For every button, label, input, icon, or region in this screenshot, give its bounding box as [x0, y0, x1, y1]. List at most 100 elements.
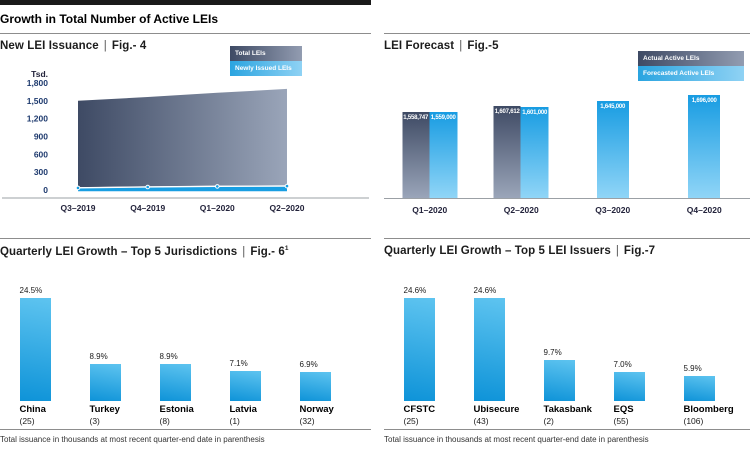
title-separator: | [242, 245, 246, 258]
fig5-title: LEI Forecast | Fig.-5 [384, 40, 750, 52]
y-axis-tick-label: 1,800 [27, 78, 49, 88]
panel-lei-forecast: LEI Forecast | Fig.-5 Actual Active LEIs F… [384, 33, 750, 233]
x-axis-tick-label: Q3–2020 [595, 205, 631, 215]
x-axis-tick-label: Q1–2020 [200, 203, 235, 213]
bar-chart-lei-issuers: 24.6% 24.6% 9.7% 7.0% 5.9% [384, 284, 734, 401]
legend-newly-issued-leis: Newly Issued LEIs [230, 61, 302, 76]
bar-group: 1,696,000 [688, 95, 721, 198]
panel-top5-jurisdictions: Quarterly LEI Growth – Top 5 Jurisdictio… [0, 238, 371, 452]
percentage-label: 7.1% [229, 359, 248, 369]
fig5-fig-label: Fig.-5 [467, 40, 499, 52]
y-axis-tick-label: 1,500 [27, 96, 49, 106]
fig6-title: Quarterly LEI Growth – Top 5 Jurisdictio… [0, 245, 371, 258]
category-label-column: Norway (32) [280, 404, 350, 427]
percentage-label: 7.0% [613, 359, 632, 369]
forecasted-active-leis-bar: 1,696,000 [688, 95, 721, 198]
category-label-column: Ubisecure (43) [454, 404, 524, 427]
bar-value-label: 1,559,000 [430, 115, 456, 122]
title-separator: | [459, 40, 463, 52]
legend-forecasted-active-leis: Forecasted Active LEIs [638, 66, 744, 81]
x-axis-tick-label: Q3–2019 [61, 203, 96, 213]
category-name: China [19, 404, 46, 415]
fig5-title-text: LEI Forecast [384, 40, 455, 52]
category-name: CFSTC [403, 404, 436, 415]
category-label: China (25) [0, 404, 70, 427]
category-name: Turkey [89, 404, 120, 415]
category-name: Latvia [229, 404, 257, 415]
category-label-column: Estonia (8) [140, 404, 210, 427]
category-count: (8) [159, 415, 170, 426]
percentage-label: 24.5% [19, 286, 43, 296]
fig5-column-Q4–2020: 1,696,000 [659, 93, 750, 198]
category-count: (1) [229, 415, 240, 426]
title-separator: | [615, 245, 619, 257]
actual-active-leis-bar: 1,558,747 [402, 112, 430, 198]
bar-chart-lei-forecast: 1,558,747 1,559,000 1,607,612 1,601,000 1,64… [384, 93, 750, 198]
y-axis-tick-label: 0 [43, 185, 48, 195]
y-axis-tick-label: 600 [34, 149, 48, 159]
category-count: (55) [613, 415, 629, 426]
category-label-column: Latvia (1) [210, 404, 280, 427]
header-accent-bar [0, 0, 371, 5]
y-axis-unit-label: Tsd. [31, 69, 48, 79]
category-label: Takasbank (2) [524, 404, 594, 427]
category-name: Estonia [159, 404, 194, 415]
fig4-fig-label: Fig.- 4 [111, 40, 147, 52]
fig4-title-text: New LEI Issuance [0, 40, 99, 52]
bar-column-turkey: 8.9% [70, 284, 140, 401]
category-label-column: CFSTC (25) [384, 404, 454, 427]
data-point-marker [284, 183, 290, 189]
x-axis-tick-label: Q4–2020 [686, 205, 722, 215]
growth-bar [543, 360, 575, 401]
actual-active-leis-bar: 1,607,612 [493, 106, 521, 198]
percentage-label: 24.6% [473, 285, 497, 295]
category-label: Turkey (3) [70, 404, 140, 427]
category-name: Ubisecure [473, 404, 520, 415]
category-count: (25) [403, 415, 419, 426]
panel-top5-lei-issuers: Quarterly LEI Growth – Top 5 LEI Issuers… [384, 238, 750, 452]
category-label: Ubisecure (43) [454, 404, 524, 427]
x-axis-tick-label: Q2–2020 [270, 203, 305, 213]
panel-new-lei-issuance: New LEI Issuance | Fig.- 4 Total LEIs Newl… [0, 33, 371, 233]
category-count: (43) [473, 415, 489, 426]
bar-value-label: 1,601,000 [522, 110, 548, 116]
percentage-label: 8.9% [159, 351, 178, 361]
forecasted-active-leis-bar: 1,645,000 [596, 101, 629, 198]
fig4-legend: Total LEIs Newly Issued LEIs [230, 46, 302, 76]
category-count: (106) [683, 415, 704, 426]
bar-column-norway: 6.9% [280, 284, 350, 401]
fig7-title-text: Quarterly LEI Growth – Top 5 LEI Issuers [384, 245, 611, 257]
percentage-label: 5.9% [683, 364, 702, 374]
bar-chart-jurisdictions: 24.5% 8.9% 8.9% 7.1% 6.9% [0, 284, 350, 401]
x-axis-tick-label: Q2–2020 [503, 205, 539, 215]
percentage-label: 9.7% [543, 348, 562, 358]
y-axis-tick-label: 900 [34, 132, 48, 142]
category-label-column: Turkey (3) [70, 404, 140, 427]
category-label: Norway (32) [280, 404, 350, 427]
data-point-marker [145, 184, 150, 190]
category-count: (25) [19, 415, 35, 426]
percentage-label: 24.6% [403, 285, 427, 295]
bar-column-china: 24.5% [0, 284, 70, 401]
growth-bar [683, 376, 715, 401]
category-label-column: China (25) [0, 404, 70, 427]
growth-bar [613, 371, 645, 401]
category-name: Norway [299, 404, 334, 415]
category-label: Bloomberg (106) [664, 404, 734, 427]
category-label-column: Takasbank (2) [524, 404, 594, 427]
fig6-category-labels: China (25) Turkey (3) Estonia (8) Latvia (1) Nor… [0, 404, 350, 427]
page-title: Growth in Total Number of Active LEIs [0, 12, 219, 26]
category-count: (2) [543, 415, 554, 426]
fig6-footnote: Total issuance in thousands at most rece… [0, 435, 265, 444]
bar-column-cfstc: 24.6% [384, 284, 454, 401]
bar-group: 1,607,612 1,601,000 [493, 106, 549, 198]
bar-column-bloomberg: 5.9% [664, 284, 734, 401]
category-label-column: Bloomberg (106) [664, 404, 734, 427]
category-count: (32) [299, 415, 315, 426]
data-point-marker [215, 184, 220, 189]
growth-bar [89, 363, 121, 401]
category-label: EQS (55) [594, 404, 664, 427]
bar-column-takasbank: 9.7% [524, 284, 594, 401]
newly-issued-leis-line [77, 185, 288, 189]
